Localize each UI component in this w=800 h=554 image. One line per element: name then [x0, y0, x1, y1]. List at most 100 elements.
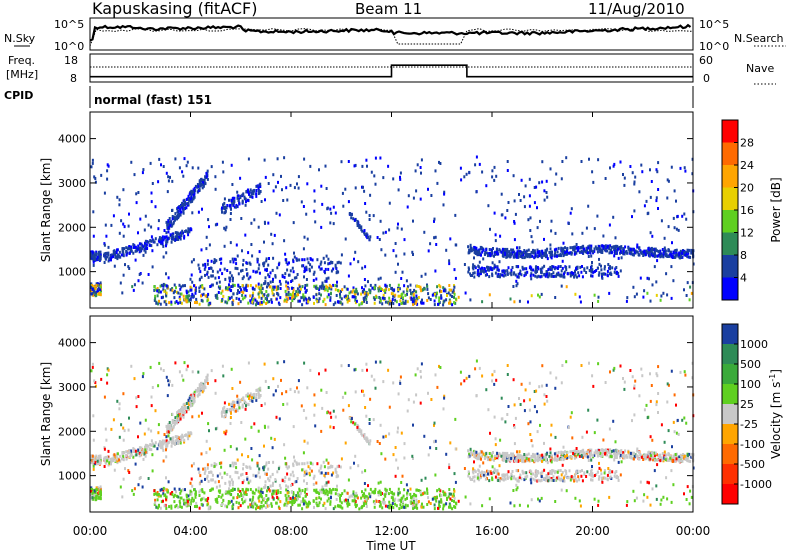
- velocity-point: [247, 394, 249, 398]
- power-point: [649, 253, 652, 257]
- velocity-point: [221, 410, 223, 414]
- power-point: [162, 238, 165, 242]
- power-point: [659, 255, 662, 259]
- velocity-point: [435, 499, 438, 503]
- power-point: [150, 200, 153, 204]
- power-point: [566, 250, 568, 253]
- colorbar-segment: [722, 120, 738, 143]
- velocity-point: [339, 499, 342, 503]
- power-point: [191, 211, 194, 215]
- power-point: [489, 227, 491, 231]
- velocity-point: [99, 497, 102, 501]
- power-point: [397, 188, 400, 192]
- power-point: [206, 272, 209, 276]
- power-point: [453, 301, 456, 305]
- power-point: [490, 267, 493, 271]
- velocity-point: [192, 394, 195, 398]
- velocity-point: [232, 405, 235, 409]
- power-point: [247, 157, 250, 161]
- velocity-point: [157, 506, 159, 510]
- power-point: [382, 231, 385, 235]
- power-point: [529, 254, 532, 258]
- power-point: [150, 239, 153, 243]
- velocity-point: [330, 491, 333, 495]
- power-point: [491, 274, 494, 278]
- velocity-point: [194, 392, 197, 396]
- velocity-point: [397, 487, 400, 491]
- colorbar-segment: [722, 187, 738, 211]
- power-point: [534, 274, 537, 278]
- power-point: [189, 227, 192, 231]
- velocity-point: [233, 400, 236, 404]
- velocity-point: [292, 492, 295, 496]
- power-point: [546, 272, 548, 276]
- power-point: [632, 285, 635, 289]
- power-point: [347, 274, 350, 278]
- velocity-point: [99, 492, 102, 496]
- power-point: [267, 263, 270, 267]
- y-tick-label: 1000: [58, 266, 86, 279]
- velocity-point: [415, 503, 418, 507]
- power-point: [612, 245, 615, 249]
- power-point: [501, 213, 504, 217]
- power-point: [170, 240, 173, 244]
- power-point: [96, 289, 99, 293]
- power-point: [430, 194, 433, 197]
- power-point: [686, 249, 689, 253]
- power-point: [392, 302, 395, 306]
- power-point: [575, 267, 577, 271]
- date-title: 11/Aug/2010: [588, 0, 685, 18]
- power-point: [270, 300, 273, 304]
- power-point: [329, 296, 332, 300]
- power-point: [380, 248, 383, 252]
- power-point: [549, 247, 552, 251]
- power-point: [486, 265, 488, 269]
- power-point: [613, 248, 616, 251]
- velocity-point: [232, 480, 234, 484]
- power-point: [520, 273, 523, 277]
- power-point: [472, 248, 475, 252]
- power-point: [320, 225, 323, 229]
- power-point: [636, 243, 639, 247]
- velocity-point: [555, 451, 558, 455]
- power-point: [115, 251, 118, 254]
- power-point: [652, 248, 655, 252]
- power-point: [446, 294, 448, 297]
- power-point: [235, 203, 238, 207]
- power-point: [602, 234, 605, 238]
- velocity-point: [104, 459, 107, 463]
- power-point: [514, 273, 517, 277]
- velocity-point: [130, 453, 133, 457]
- velocity-point: [256, 474, 259, 478]
- velocity-point: [218, 484, 221, 488]
- power-point: [688, 248, 691, 252]
- power-point: [399, 294, 402, 298]
- velocity-point: [136, 451, 139, 455]
- power-point: [292, 260, 295, 264]
- power-point: [387, 164, 390, 168]
- power-point: [602, 244, 605, 248]
- velocity-point: [322, 503, 325, 507]
- power-point: [182, 294, 185, 298]
- power-point: [167, 222, 170, 226]
- velocity-point: [318, 501, 321, 505]
- velocity-point: [197, 389, 200, 392]
- velocity-point: [138, 446, 141, 450]
- power-point: [264, 281, 267, 285]
- velocity-point: [437, 506, 439, 510]
- power-point: [315, 277, 318, 281]
- velocity-point: [517, 453, 520, 457]
- velocity-point: [193, 390, 196, 394]
- nsearch-series-line: [89, 27, 694, 47]
- power-point: [259, 302, 261, 306]
- power-point: [363, 229, 366, 232]
- velocity-point: [286, 466, 289, 470]
- velocity-point: [153, 489, 156, 493]
- power-point: [193, 195, 196, 199]
- velocity-point: [406, 489, 409, 493]
- velocity-point: [154, 498, 157, 502]
- velocity-point: [182, 414, 185, 417]
- power-point: [176, 238, 179, 241]
- power-point: [675, 248, 678, 252]
- power-point: [403, 301, 406, 305]
